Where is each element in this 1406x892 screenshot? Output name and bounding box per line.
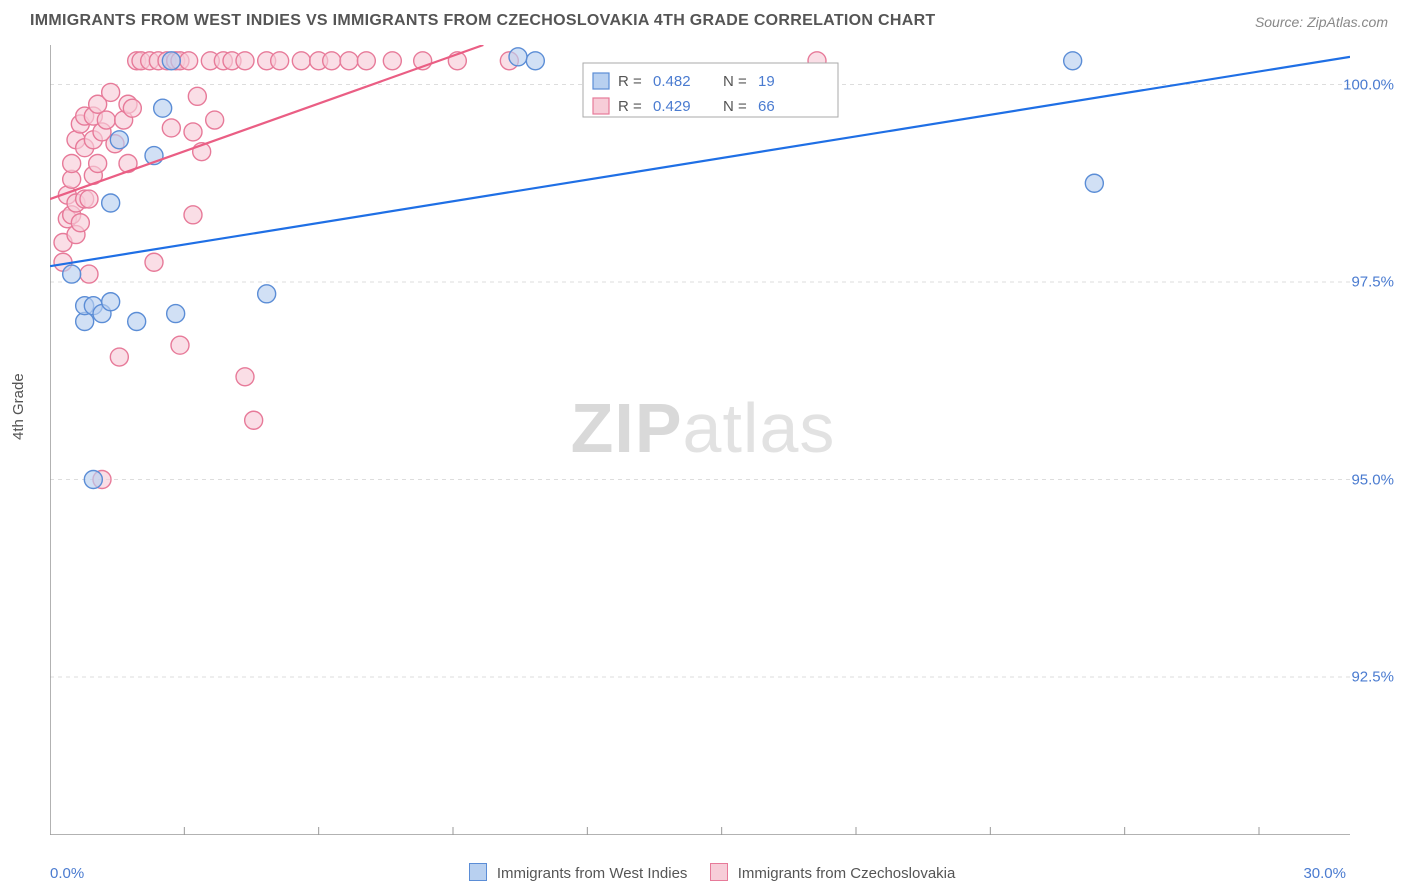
svg-text:19: 19 (758, 73, 775, 90)
legend-label-pink: Immigrants from Czechoslovakia (738, 865, 956, 882)
legend-swatch-pink (710, 863, 728, 881)
svg-text:N =: N = (723, 73, 747, 90)
svg-text:N =: N = (723, 98, 747, 115)
plot-area: R = 0.482 N = 19 R = 0.429 N = 66 (50, 45, 1350, 835)
y-axis-label: 4th Grade (10, 373, 27, 440)
svg-text:0.482: 0.482 (653, 73, 691, 90)
svg-text:0.429: 0.429 (653, 98, 691, 115)
y-tick-label: 97.5% (1351, 274, 1394, 291)
bottom-legend: Immigrants from West Indies Immigrants f… (0, 863, 1406, 882)
svg-text:R =: R = (618, 73, 642, 90)
y-tick-label: 95.0% (1351, 471, 1394, 488)
svg-text:R =: R = (618, 98, 642, 115)
y-tick-label: 100.0% (1343, 76, 1394, 93)
scatter-chart-svg: R = 0.482 N = 19 R = 0.429 N = 66 (50, 45, 1350, 835)
svg-text:66: 66 (758, 98, 775, 115)
y-tick-label: 92.5% (1351, 669, 1394, 686)
legend-label-blue: Immigrants from West Indies (497, 865, 688, 882)
chart-title: IMMIGRANTS FROM WEST INDIES VS IMMIGRANT… (30, 12, 936, 30)
legend-swatch-blue (469, 863, 487, 881)
source-attribution: Source: ZipAtlas.com (1255, 14, 1388, 30)
